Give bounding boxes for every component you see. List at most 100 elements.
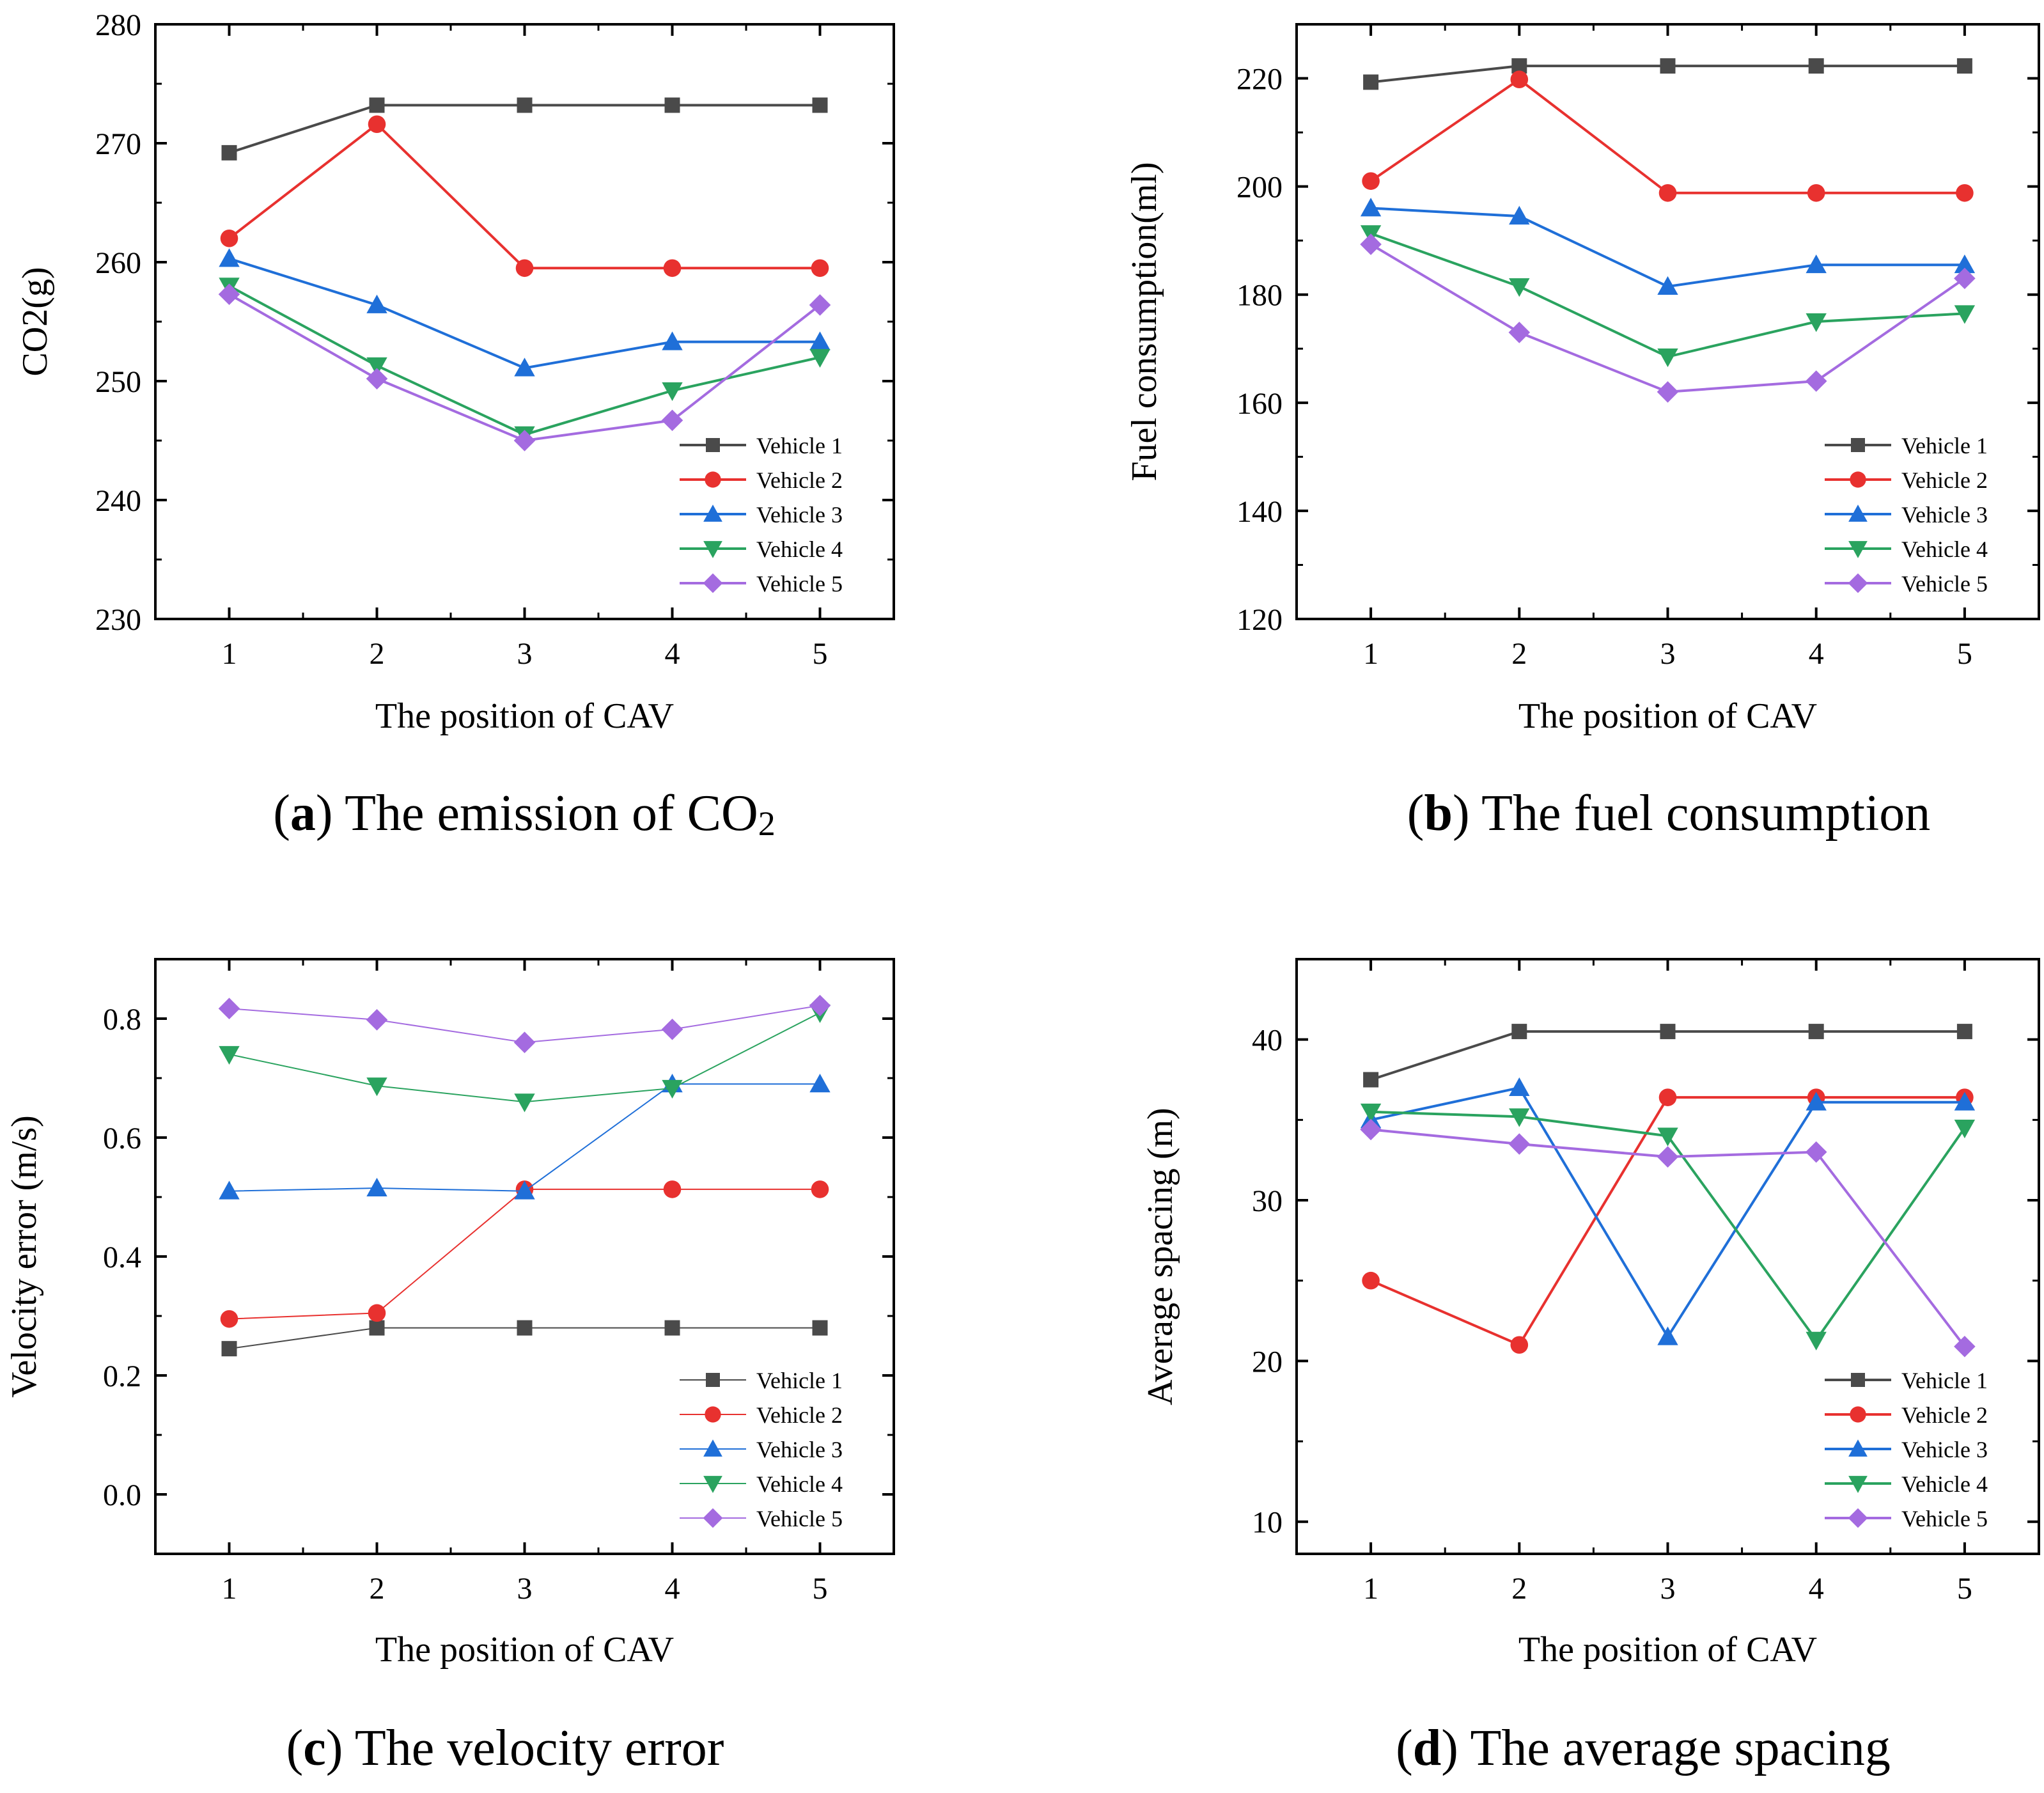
- data-point-vehicle-5: [1360, 1118, 1382, 1141]
- data-point-vehicle-2: [663, 1180, 682, 1198]
- y-tick-label: 200: [1237, 171, 1283, 205]
- data-point-vehicle-1: [517, 1320, 533, 1336]
- caption-subscript: 2: [758, 804, 776, 843]
- legend-label: Vehicle 3: [756, 502, 843, 528]
- legend-marker: [1848, 505, 1868, 522]
- caption-text: The emission of CO: [333, 785, 758, 842]
- y-tick-label: 0.8: [103, 1003, 141, 1037]
- caption-letter: c: [303, 1720, 326, 1776]
- legend-marker: [1848, 1508, 1868, 1528]
- data-point-vehicle-4: [662, 1079, 683, 1099]
- data-point-vehicle-1: [1660, 58, 1676, 74]
- y-axis-title: CO2(g): [15, 267, 55, 376]
- legend-label: Vehicle 2: [756, 467, 843, 493]
- legend-marker: [1850, 1406, 1866, 1423]
- data-point-vehicle-4: [1509, 278, 1530, 297]
- data-point-vehicle-4: [514, 1093, 535, 1113]
- data-point-vehicle-3: [1806, 1092, 1827, 1111]
- caption-close: ): [326, 1720, 343, 1776]
- data-point-vehicle-3: [1509, 205, 1530, 225]
- data-point-vehicle-3: [219, 1180, 240, 1200]
- data-point-vehicle-1: [812, 1320, 828, 1336]
- y-tick-label: 30: [1252, 1184, 1283, 1218]
- data-point-vehicle-3: [1806, 254, 1827, 274]
- caption-open: (: [1396, 1720, 1413, 1776]
- legend-marker: [703, 1508, 723, 1528]
- data-point-vehicle-1: [369, 97, 385, 113]
- legend-label: Vehicle 4: [1901, 1471, 1988, 1497]
- data-point-vehicle-3: [219, 248, 240, 267]
- y-axis-title: Velocity error (m/s): [4, 1115, 44, 1398]
- data-point-vehicle-5: [513, 430, 536, 451]
- data-point-vehicle-3: [1657, 276, 1678, 295]
- data-point-vehicle-3: [366, 1177, 387, 1197]
- y-axis-title: Average spacing (m): [1141, 1108, 1180, 1405]
- series-line-vehicle-3: [1370, 1086, 1965, 1340]
- x-axis-title: The position of CAV: [375, 1630, 674, 1670]
- data-point-vehicle-1: [664, 97, 680, 113]
- data-point-vehicle-2: [1510, 1336, 1529, 1354]
- data-point-vehicle-5: [218, 998, 240, 1019]
- y-tick-label: 240: [95, 484, 141, 518]
- y-tick-label: 0.0: [103, 1478, 141, 1512]
- x-tick-label: 5: [1957, 637, 1972, 671]
- x-tick-label: 1: [1363, 1572, 1378, 1606]
- legend-marker: [1848, 1476, 1868, 1493]
- x-tick-label: 5: [813, 1572, 828, 1606]
- chart-panel-b: 1 2 3 4 5 120 140 160 180 200 220 The position of C…: [1125, 23, 2040, 842]
- data-point-vehicle-4: [1806, 1331, 1827, 1351]
- data-point-vehicle-5: [1657, 1146, 1679, 1168]
- data-point-vehicle-4: [662, 382, 683, 402]
- x-tick-label: 4: [1809, 637, 1824, 671]
- legend-marker: [703, 541, 722, 558]
- data-point-vehicle-5: [1805, 370, 1827, 392]
- caption-close: ): [316, 785, 333, 842]
- data-point-vehicle-2: [515, 259, 534, 278]
- x-tick-label: 3: [1660, 637, 1676, 671]
- series-line-vehicle-2: [228, 122, 820, 270]
- caption-text: The velocity error: [343, 1720, 724, 1776]
- data-point-vehicle-1: [369, 1320, 385, 1336]
- data-point-vehicle-5: [1657, 381, 1679, 403]
- x-tick-label: 3: [517, 637, 533, 671]
- legend-label: Vehicle 4: [1901, 536, 1988, 562]
- legend-label: Vehicle 2: [756, 1402, 843, 1428]
- x-tick-label: 5: [813, 637, 828, 671]
- legend-label: Vehicle 5: [756, 1506, 843, 1531]
- data-point-vehicle-2: [220, 230, 238, 247]
- data-point-vehicle-5: [366, 1009, 388, 1031]
- y-tick-label: 120: [1237, 603, 1283, 637]
- data-point-vehicle-4: [366, 357, 387, 377]
- y-tick-label: 180: [1237, 279, 1283, 313]
- data-point-vehicle-3: [809, 331, 831, 350]
- y-tick-label: 0.6: [103, 1122, 141, 1155]
- caption-open: (: [1407, 785, 1424, 842]
- data-point-vehicle-4: [1954, 1119, 1976, 1139]
- y-tick-label: 140: [1237, 495, 1283, 529]
- legend-marker: [703, 1439, 722, 1457]
- legend-label: Vehicle 2: [1901, 467, 1988, 493]
- legend-label: Vehicle 1: [756, 1368, 843, 1393]
- legend-label: Vehicle 5: [756, 571, 843, 597]
- legend-marker: [1848, 573, 1868, 593]
- legend-label: Vehicle 4: [756, 536, 843, 562]
- legend-label: Vehicle 4: [756, 1471, 843, 1497]
- x-tick-label: 4: [1809, 1572, 1824, 1606]
- caption-text: The fuel consumption: [1470, 785, 1931, 842]
- legend-label: Vehicle 3: [1901, 502, 1988, 528]
- y-tick-label: 20: [1252, 1345, 1283, 1379]
- y-tick-label: 250: [95, 365, 141, 399]
- data-point-vehicle-5: [1954, 267, 1976, 290]
- series-line-vehicle-4: [1370, 232, 1965, 359]
- y-tick-label: 230: [95, 603, 141, 637]
- data-point-vehicle-1: [1808, 1024, 1824, 1040]
- legend-label: Vehicle 2: [1901, 1402, 1988, 1428]
- legend-marker: [706, 438, 720, 452]
- legend-label: Vehicle 5: [1901, 1506, 1988, 1531]
- x-tick-label: 4: [665, 637, 680, 671]
- series-line-vehicle-3: [1370, 207, 1965, 288]
- data-point-vehicle-3: [1509, 1077, 1530, 1097]
- legend-marker: [706, 1373, 720, 1387]
- data-point-vehicle-3: [514, 1180, 535, 1200]
